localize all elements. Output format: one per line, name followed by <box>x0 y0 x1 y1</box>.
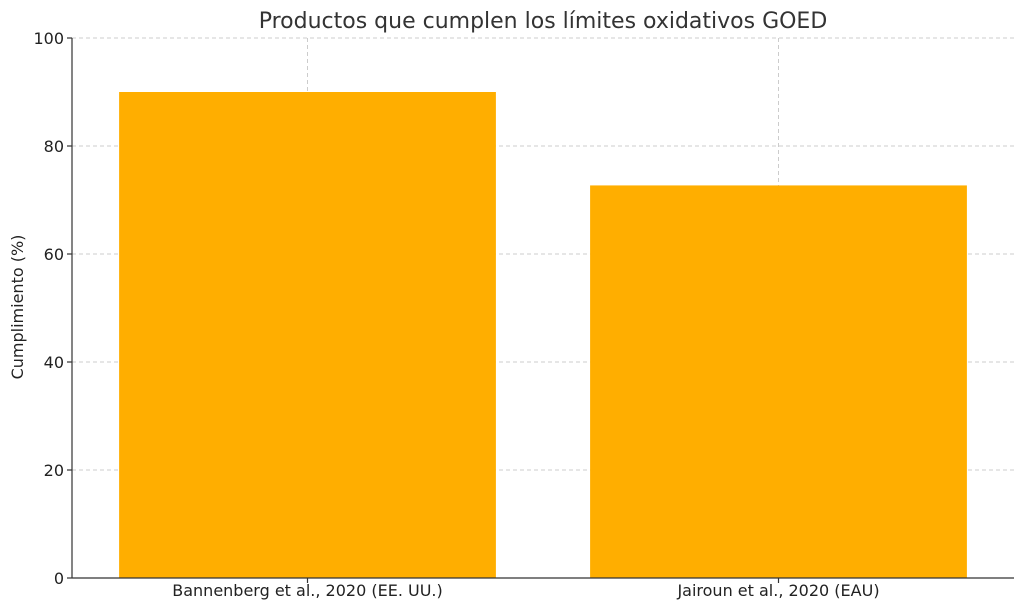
y-axis-label: Cumplimiento (%) <box>8 235 27 380</box>
x-tick-label: Bannenberg et al., 2020 (EE. UU.) <box>172 581 442 600</box>
ticks-layer: 0 20 40 60 80 100 Bannenberg et al., 2020 (EE.… <box>33 29 879 600</box>
y-tick-label: 80 <box>44 137 64 156</box>
bar-1 <box>119 92 496 578</box>
bars-layer <box>119 92 967 579</box>
y-tick-label: 40 <box>44 353 64 372</box>
axes-layer <box>71 38 1014 579</box>
y-tick-label: 0 <box>54 569 64 588</box>
chart-title: Productos que cumplen los límites oxidat… <box>259 9 828 34</box>
x-tick-label: Jairoun et al., 2020 (EAU) <box>676 581 879 600</box>
y-tick-label: 20 <box>44 461 64 480</box>
y-tick-label: 100 <box>33 29 64 48</box>
y-tick-label: 60 <box>44 245 64 264</box>
bar-2 <box>590 185 967 579</box>
